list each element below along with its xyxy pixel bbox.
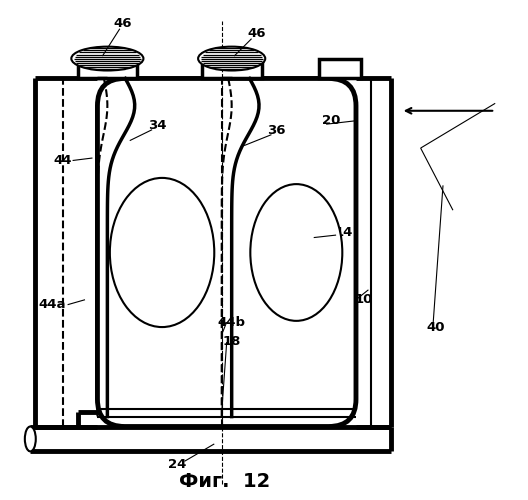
Ellipse shape bbox=[25, 426, 36, 452]
Text: 34: 34 bbox=[148, 119, 166, 132]
Text: 10: 10 bbox=[354, 293, 373, 306]
Text: 46: 46 bbox=[113, 18, 131, 30]
Ellipse shape bbox=[250, 184, 342, 321]
Text: Фиг.  12: Фиг. 12 bbox=[178, 472, 270, 491]
Text: 44a: 44a bbox=[39, 298, 67, 311]
Text: 24: 24 bbox=[168, 458, 186, 471]
Bar bbox=[202, 58, 261, 78]
Text: 14: 14 bbox=[334, 226, 353, 239]
Ellipse shape bbox=[71, 46, 144, 70]
Text: 44b: 44b bbox=[218, 316, 246, 328]
Ellipse shape bbox=[110, 178, 214, 327]
Text: 36: 36 bbox=[267, 124, 286, 137]
Text: 44: 44 bbox=[53, 154, 72, 167]
FancyBboxPatch shape bbox=[98, 78, 356, 426]
Ellipse shape bbox=[198, 46, 265, 70]
Text: 46: 46 bbox=[247, 27, 266, 40]
Text: 40: 40 bbox=[426, 320, 445, 334]
Text: 20: 20 bbox=[322, 114, 341, 127]
Bar bbox=[319, 58, 361, 78]
Bar bbox=[78, 58, 137, 78]
Text: 18: 18 bbox=[222, 336, 241, 348]
